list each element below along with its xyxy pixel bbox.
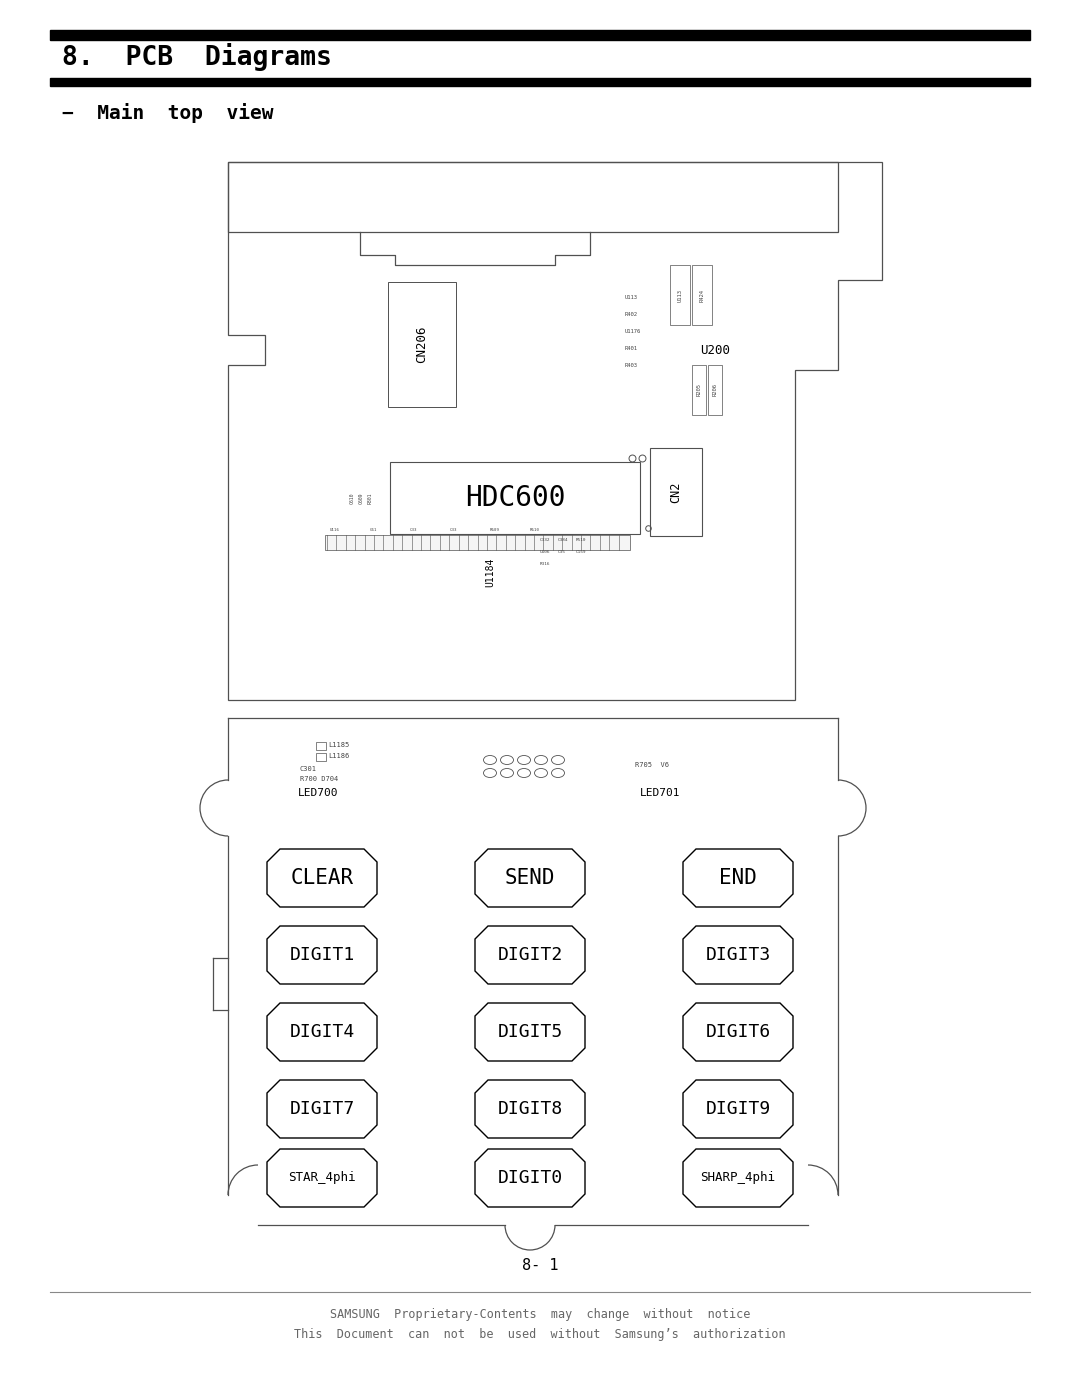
Bar — [388, 282, 456, 407]
Text: C332: C332 — [540, 538, 551, 542]
Bar — [692, 365, 706, 415]
Polygon shape — [683, 1148, 793, 1207]
Bar — [390, 462, 640, 534]
Polygon shape — [475, 926, 585, 983]
Bar — [50, 78, 1030, 87]
Text: C609: C609 — [359, 492, 364, 504]
Polygon shape — [267, 1080, 377, 1139]
Text: R700 D704: R700 D704 — [300, 775, 338, 782]
Polygon shape — [683, 1003, 793, 1060]
Text: R401: R401 — [625, 346, 638, 351]
Text: C61: C61 — [370, 528, 378, 532]
Text: C384: C384 — [558, 538, 568, 542]
Text: 8- 1: 8- 1 — [522, 1259, 558, 1273]
Bar — [228, 162, 838, 232]
Text: DIGIT5: DIGIT5 — [498, 1023, 563, 1041]
Text: R403: R403 — [625, 363, 638, 367]
Text: DIGIT0: DIGIT0 — [498, 1169, 563, 1187]
Text: DIGIT3: DIGIT3 — [705, 946, 771, 964]
Ellipse shape — [484, 768, 497, 778]
Bar — [50, 29, 1030, 41]
Bar — [650, 448, 702, 536]
Ellipse shape — [552, 768, 565, 778]
Text: R509: R509 — [490, 528, 500, 532]
Text: 8.  PCB  Diagrams: 8. PCB Diagrams — [62, 43, 332, 71]
Text: SEND: SEND — [504, 868, 555, 888]
Polygon shape — [228, 162, 882, 700]
Text: R316: R316 — [540, 562, 551, 566]
Text: C301: C301 — [300, 766, 318, 773]
Ellipse shape — [517, 768, 530, 778]
Text: U1176: U1176 — [625, 330, 642, 334]
Text: C610: C610 — [350, 492, 354, 504]
Text: LED700: LED700 — [298, 788, 338, 798]
Polygon shape — [683, 849, 793, 907]
Polygon shape — [267, 849, 377, 907]
Polygon shape — [683, 926, 793, 983]
Polygon shape — [475, 849, 585, 907]
Text: CLEAR: CLEAR — [291, 868, 353, 888]
Ellipse shape — [535, 756, 548, 764]
Text: DIGIT7: DIGIT7 — [289, 1099, 354, 1118]
Text: U1184: U1184 — [485, 557, 495, 587]
Text: C33: C33 — [450, 528, 458, 532]
Text: DIGIT6: DIGIT6 — [705, 1023, 771, 1041]
Text: U116: U116 — [330, 528, 340, 532]
Text: This  Document  can  not  be  used  without  Samsung’s  authorization: This Document can not be used without Sa… — [294, 1329, 786, 1341]
Text: DIGIT1: DIGIT1 — [289, 946, 354, 964]
Polygon shape — [683, 1080, 793, 1139]
Text: R510: R510 — [530, 528, 540, 532]
Text: DIGIT2: DIGIT2 — [498, 946, 563, 964]
Text: CN206: CN206 — [416, 326, 429, 363]
Ellipse shape — [500, 756, 513, 764]
Text: CN2: CN2 — [670, 482, 683, 503]
Text: SHARP_4phi: SHARP_4phi — [701, 1172, 775, 1185]
Bar — [692, 265, 712, 326]
Bar — [316, 742, 326, 750]
Text: R705  V6: R705 V6 — [635, 761, 669, 768]
Text: U106: U106 — [540, 550, 551, 555]
Polygon shape — [475, 1148, 585, 1207]
Text: C159: C159 — [576, 550, 586, 555]
Text: END: END — [719, 868, 757, 888]
Text: R402: R402 — [625, 312, 638, 317]
Text: R801: R801 — [367, 492, 373, 504]
Text: STAR_4phi: STAR_4phi — [288, 1172, 355, 1185]
Text: L1185: L1185 — [328, 742, 349, 747]
Ellipse shape — [517, 756, 530, 764]
Ellipse shape — [552, 756, 565, 764]
Text: R510: R510 — [576, 538, 586, 542]
Text: R206: R206 — [713, 384, 717, 397]
Text: SAMSUNG  Proprietary-Contents  may  change  without  notice: SAMSUNG Proprietary-Contents may change … — [329, 1308, 751, 1322]
Polygon shape — [475, 1080, 585, 1139]
Text: L1186: L1186 — [328, 753, 349, 759]
Bar — [708, 365, 723, 415]
Polygon shape — [267, 1003, 377, 1060]
Text: U113: U113 — [677, 289, 683, 302]
Text: C33: C33 — [410, 528, 418, 532]
Text: R205: R205 — [697, 384, 702, 397]
Text: U200: U200 — [700, 344, 730, 356]
Polygon shape — [475, 1003, 585, 1060]
Text: DIGIT9: DIGIT9 — [705, 1099, 771, 1118]
Ellipse shape — [484, 756, 497, 764]
Text: U113: U113 — [625, 295, 638, 300]
Bar — [316, 753, 326, 761]
Ellipse shape — [535, 768, 548, 778]
Text: C35: C35 — [558, 550, 566, 555]
Ellipse shape — [500, 768, 513, 778]
Text: DIGIT4: DIGIT4 — [289, 1023, 354, 1041]
Bar — [670, 265, 690, 326]
Text: DIGIT8: DIGIT8 — [498, 1099, 563, 1118]
Text: HDC600: HDC600 — [464, 483, 565, 511]
Text: −  Main  top  view: − Main top view — [62, 103, 273, 123]
Text: R424: R424 — [700, 289, 704, 302]
Text: LED701: LED701 — [639, 788, 680, 798]
Bar — [325, 535, 630, 550]
Polygon shape — [267, 1148, 377, 1207]
Polygon shape — [267, 926, 377, 983]
